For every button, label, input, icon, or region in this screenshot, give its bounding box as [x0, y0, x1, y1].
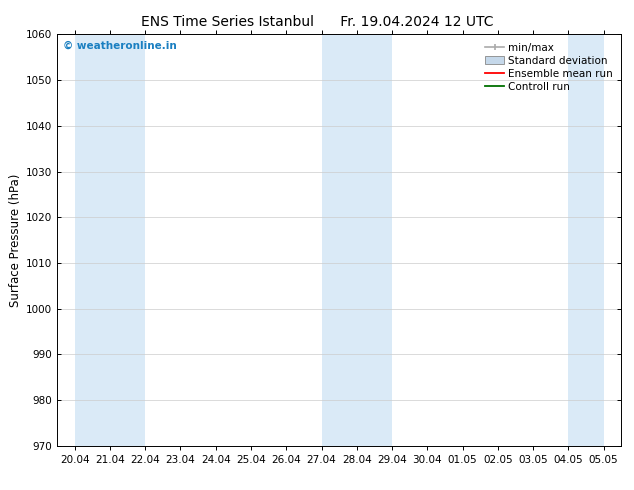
- Legend: min/max, Standard deviation, Ensemble mean run, Controll run: min/max, Standard deviation, Ensemble me…: [482, 40, 616, 95]
- Bar: [75, 34, 110, 446]
- Bar: [357, 34, 392, 446]
- Bar: [110, 34, 145, 446]
- Text: ENS Time Series Istanbul      Fr. 19.04.2024 12 UTC: ENS Time Series Istanbul Fr. 19.04.2024 …: [141, 15, 493, 29]
- Bar: [569, 34, 604, 446]
- Text: © weatheronline.in: © weatheronline.in: [63, 41, 176, 50]
- Y-axis label: Surface Pressure (hPa): Surface Pressure (hPa): [9, 173, 22, 307]
- Bar: [321, 34, 357, 446]
